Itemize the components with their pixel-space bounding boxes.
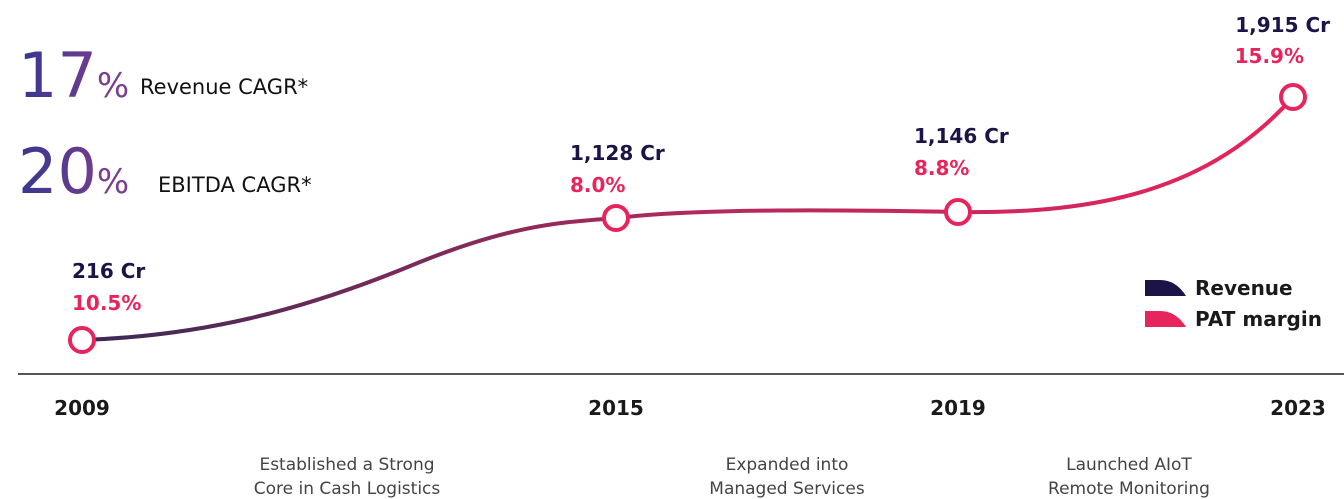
legend-label: Revenue [1195, 276, 1293, 300]
point [1279, 83, 1307, 111]
point [944, 198, 972, 226]
stat-label: EBITDA CAGR* [158, 173, 312, 197]
year-label: 2009 [54, 396, 110, 420]
margin-label: 10.5% [72, 291, 141, 315]
stat-1: 17% [18, 39, 129, 112]
note-line: Established a Strong [259, 455, 434, 475]
note-line: Managed Services [709, 479, 865, 499]
stat-unit: % [97, 162, 129, 202]
year-label: 2019 [930, 396, 986, 420]
year-label: 2023 [1270, 396, 1326, 420]
note-line: Expanded into [726, 455, 849, 475]
year-label: 2015 [588, 396, 644, 420]
margin-label: 8.8% [914, 156, 969, 180]
margin-label: 8.0% [570, 173, 625, 197]
trend-curve [81, 95, 1295, 342]
stat-unit: % [97, 66, 129, 106]
legend-label: PAT margin [1195, 307, 1322, 331]
legend-icon [1145, 280, 1186, 296]
revenue-label: 1,146 Cr [914, 124, 1009, 148]
point [68, 326, 96, 354]
stat-2: 20% [18, 135, 129, 208]
stat-value: 20 [18, 135, 97, 208]
point [602, 204, 630, 232]
revenue-label: 216 Cr [72, 259, 145, 283]
note-line: Remote Monitoring [1048, 479, 1210, 499]
note-line: Launched AIoT [1066, 455, 1192, 475]
legend-icon [1145, 311, 1186, 327]
revenue-label: 1,128 Cr [570, 141, 665, 165]
stat-value: 17 [18, 39, 97, 112]
stat-label: Revenue CAGR* [140, 75, 308, 99]
note-line: Core in Cash Logistics [254, 479, 441, 499]
margin-label: 15.9% [1235, 44, 1304, 68]
revenue-label: 1,915 Cr [1235, 13, 1330, 37]
